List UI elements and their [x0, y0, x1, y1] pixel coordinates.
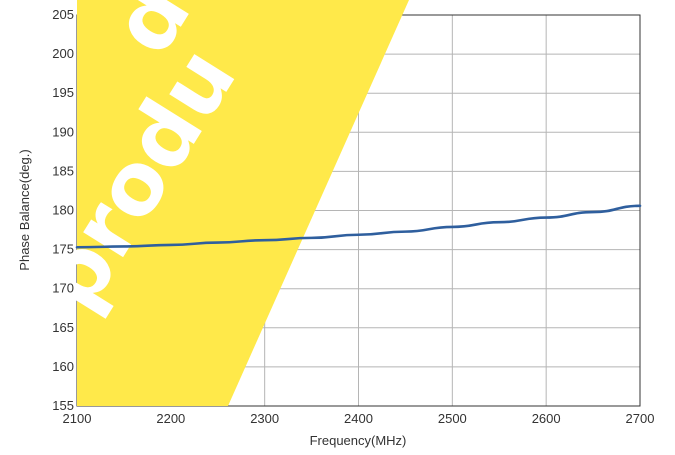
- y-tick-label: 185: [52, 163, 74, 178]
- y-tick-label: 205: [52, 7, 74, 22]
- x-tick-label: 2700: [626, 411, 655, 426]
- y-tick-label: 155: [52, 398, 74, 413]
- x-tick-label: 2500: [438, 411, 467, 426]
- x-tick-label: 2300: [250, 411, 279, 426]
- series-layer: [75, 204, 642, 249]
- x-tick-label: 2600: [532, 411, 561, 426]
- y-tick-label: 165: [52, 320, 74, 335]
- x-tick-label: 2200: [156, 411, 185, 426]
- y-tick-label: 170: [52, 281, 74, 296]
- x-tick-label: 2400: [344, 411, 373, 426]
- y-tick-label: 160: [52, 359, 74, 374]
- y-axis-label: Phase Balance(deg.): [17, 149, 32, 270]
- y-tick-label: 200: [52, 46, 74, 61]
- x-axis-label: Frequency(MHz): [310, 433, 407, 448]
- x-tick-labels: 2100 2200 2300 2400 2500 2600 2700: [63, 411, 655, 426]
- y-tick-label: 180: [52, 203, 74, 218]
- y-tick-label: 190: [52, 124, 74, 139]
- y-tick-labels: 155 160 165 170 175 180 185 190 195 200 205: [52, 7, 74, 413]
- y-tick-label: 175: [52, 242, 74, 257]
- x-tick-label: 2100: [63, 411, 92, 426]
- watermark-band: [77, 0, 409, 406]
- y-tick-label: 195: [52, 85, 74, 100]
